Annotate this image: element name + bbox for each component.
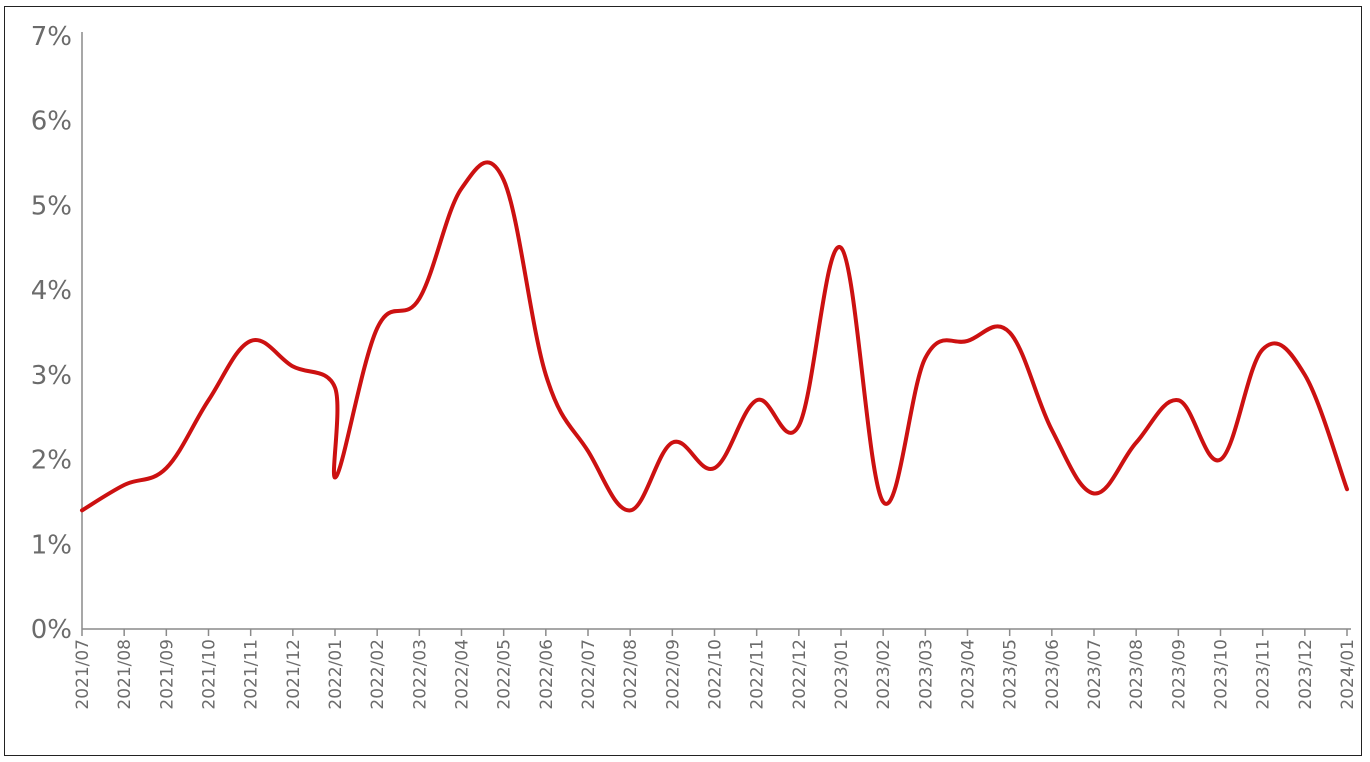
x-tick-label: 2022/12 [790, 639, 810, 710]
y-tick-label: 3% [31, 361, 72, 391]
x-tick-label: 2022/04 [453, 639, 473, 710]
y-tick-label: 5% [31, 191, 72, 221]
x-tick-label: 2023/02 [874, 639, 894, 710]
series-line [80, 160, 1349, 513]
x-tick-label: 2022/10 [706, 639, 726, 710]
x-tick-label: 2021/10 [200, 639, 220, 710]
x-tick-label: 2022/11 [748, 639, 768, 710]
y-tick-label: 0% [31, 615, 72, 645]
x-tick-label: 2022/09 [663, 639, 683, 710]
y-tick-label: 4% [31, 276, 72, 306]
x-tick-label: 2023/10 [1212, 639, 1232, 710]
y-tick-label: 6% [31, 107, 72, 137]
x-tick-label: 2021/09 [157, 639, 177, 710]
x-tick-label: 2022/01 [326, 639, 346, 710]
x-tick-label: 2023/01 [832, 639, 852, 710]
x-axis: 2021/07 2021/08 2021/09 2021/10 2021/11 2021/… [73, 628, 1358, 710]
chart-frame: 0% 1% 2% 3% 4% 5% 6% 7% 2021/07 2021/08 2021/09 20… [4, 6, 1362, 756]
x-tick-label: 2022/05 [495, 639, 515, 710]
x-tick-label: 2023/04 [959, 639, 979, 710]
y-tick-label: 1% [31, 530, 72, 560]
y-tick-label: 7% [31, 22, 72, 52]
x-tick-label: 2022/08 [621, 639, 641, 710]
x-tick-label: 2023/08 [1127, 639, 1147, 710]
x-tick-label: 2022/03 [410, 639, 430, 710]
series-group [80, 160, 1349, 513]
x-tick-label: 2022/07 [579, 639, 599, 710]
y-axis: 0% 1% 2% 3% 4% 5% 6% 7% [31, 22, 83, 645]
x-tick-label: 2021/12 [284, 639, 304, 710]
x-tick-label: 2023/05 [1001, 639, 1021, 710]
x-tick-label: 2022/06 [537, 639, 557, 710]
x-tick-label: 2021/07 [73, 639, 93, 710]
x-tick-label: 2024/01 [1338, 639, 1358, 710]
x-tick-label: 2023/09 [1169, 639, 1189, 710]
y-tick-label: 2% [31, 446, 72, 476]
x-tick-label: 2023/03 [916, 639, 936, 710]
x-tick-label: 2023/12 [1296, 639, 1316, 710]
x-tick-label: 2021/11 [242, 639, 262, 710]
x-tick-label: 2023/06 [1043, 639, 1063, 710]
x-tick-label: 2021/08 [115, 639, 135, 710]
line-chart: 0%1%2%3%4%5%6%7% 2021/07 2021/08 2021/09 20… [31, 22, 1358, 710]
x-tick-label: 2022/02 [368, 639, 388, 710]
x-tick-label: 2023/07 [1085, 639, 1105, 710]
x-tick-label: 2023/11 [1254, 639, 1274, 710]
